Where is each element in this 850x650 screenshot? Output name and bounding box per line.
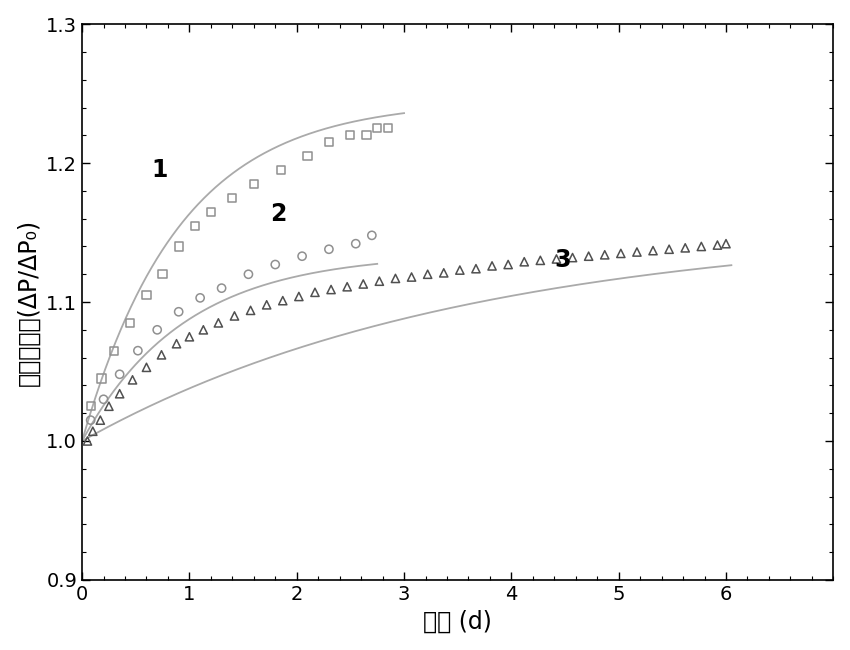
Point (228, 311, 241, 321)
Point (356, 279, 370, 289)
Point (662, 244, 676, 254)
Point (502, 259, 515, 270)
Point (550, 254, 564, 264)
Point (113, 369, 127, 380)
Point (630, 247, 643, 257)
Point (188, 220, 201, 231)
Point (94, 373, 108, 384)
Point (309, 287, 322, 298)
Point (193, 292, 207, 303)
Point (107, 345, 121, 356)
Point (225, 192, 239, 203)
Point (711, 240, 724, 250)
Point (244, 306, 258, 316)
Point (295, 251, 309, 261)
Point (381, 123, 394, 133)
Point (485, 261, 499, 271)
Point (646, 246, 660, 256)
Point (183, 332, 196, 342)
Point (247, 179, 261, 189)
Text: 3: 3 (554, 248, 571, 272)
Point (343, 130, 357, 140)
Point (360, 130, 373, 140)
Point (340, 281, 354, 292)
Point (371, 123, 384, 133)
Point (719, 239, 733, 249)
Point (212, 318, 225, 328)
Point (170, 339, 184, 349)
Point (269, 259, 282, 270)
Point (113, 389, 127, 399)
Point (172, 241, 185, 252)
Point (678, 242, 692, 253)
Point (421, 269, 434, 280)
Point (518, 257, 531, 267)
Point (534, 255, 547, 266)
Point (322, 244, 336, 254)
Point (215, 283, 229, 293)
Point (97, 394, 110, 404)
Point (276, 296, 290, 306)
Point (131, 345, 145, 356)
Point (388, 273, 402, 283)
Point (204, 207, 218, 217)
Point (365, 230, 378, 240)
Point (349, 239, 363, 249)
Point (196, 324, 210, 335)
Point (260, 300, 274, 310)
Y-axis label: 标准化压力(ΔP/ΔP₀): 标准化压力(ΔP/ΔP₀) (17, 218, 41, 385)
Point (614, 248, 627, 259)
Point (405, 272, 418, 282)
Point (81, 436, 94, 446)
Point (126, 374, 139, 385)
Point (102, 401, 116, 411)
X-axis label: 时间 (d): 时间 (d) (423, 609, 492, 633)
Point (372, 276, 386, 287)
Point (150, 324, 164, 335)
Text: 1: 1 (152, 158, 168, 182)
Point (94, 415, 107, 425)
Point (453, 265, 467, 276)
Point (241, 269, 255, 280)
Point (156, 269, 169, 280)
Point (84, 415, 98, 425)
Point (582, 251, 596, 261)
Point (274, 165, 287, 176)
Point (324, 284, 337, 294)
Point (566, 252, 580, 263)
Point (84, 401, 98, 411)
Point (155, 350, 168, 360)
Point (123, 318, 137, 328)
Point (694, 241, 708, 252)
Point (598, 250, 611, 260)
Point (469, 263, 483, 274)
Point (86, 426, 99, 436)
Point (437, 268, 451, 278)
Point (172, 307, 185, 317)
Point (322, 137, 336, 148)
Point (139, 362, 153, 372)
Point (139, 290, 153, 300)
Text: 2: 2 (270, 202, 286, 226)
Point (301, 151, 314, 161)
Point (292, 291, 306, 302)
